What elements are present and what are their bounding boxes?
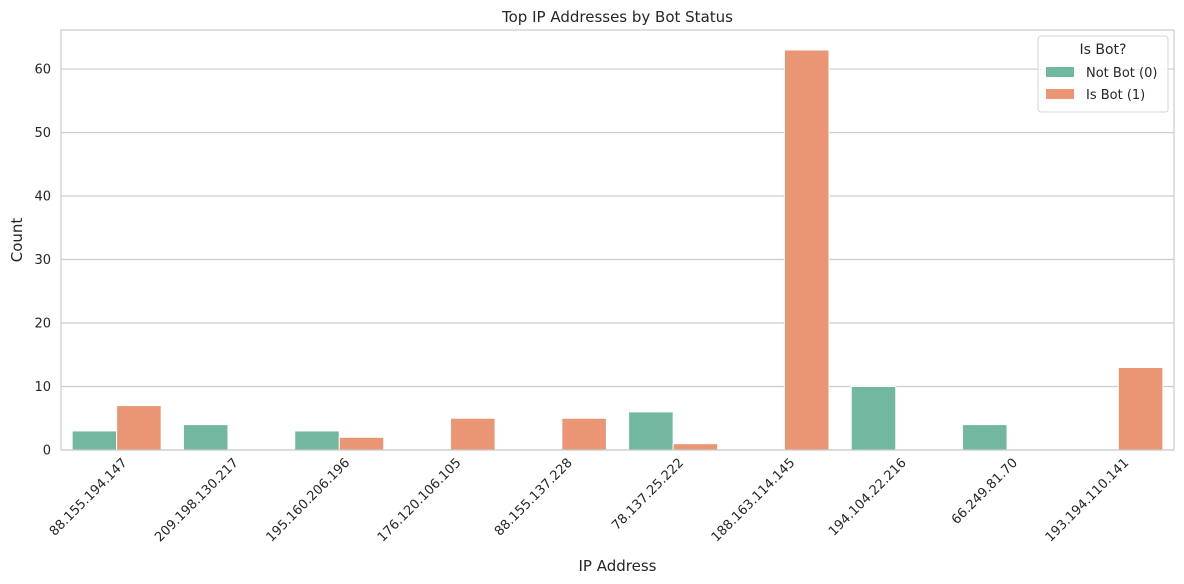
legend-swatch (1046, 89, 1074, 99)
x-tick-label: 78.137.25.222 (609, 456, 687, 534)
x-tick-label: 209.198.130.217 (152, 456, 242, 546)
y-axis-label: Count (8, 218, 26, 263)
bar (294, 430, 340, 451)
bar (71, 430, 118, 451)
bar (672, 443, 719, 451)
bar (561, 417, 607, 451)
bar (628, 411, 674, 451)
gridlines (61, 68, 1174, 451)
x-tick-label: 194.104.22.216 (826, 456, 910, 540)
plot-frame (60, 29, 1175, 451)
y-tick-label: 50 (34, 126, 51, 141)
x-axis-label: IP Address (579, 557, 657, 575)
bar (338, 436, 385, 451)
bar (850, 386, 897, 451)
bar (962, 424, 1008, 451)
legend: Is Bot? Not Bot (0) Is Bot (1) (1037, 35, 1169, 113)
legend-entry: Is Bot (1) (1086, 88, 1145, 103)
x-tick-label: 195.160.206.196 (264, 456, 354, 546)
legend-swatch (1046, 67, 1074, 77)
x-tick-label: 66.249.81.70 (949, 456, 1021, 528)
y-tick-label: 0 (43, 444, 51, 459)
x-tick-label: 88.155.137.228 (492, 456, 576, 540)
x-tick-label: 193.194.110.141 (1043, 456, 1133, 546)
bar (182, 424, 229, 451)
legend-title: Is Bot? (1080, 42, 1127, 58)
x-tick-label: 176.120.106.105 (375, 456, 465, 546)
y-tick-label: 30 (34, 253, 51, 268)
legend-items: Not Bot (0) Is Bot (1) (1046, 66, 1157, 103)
y-tick-label: 10 (34, 380, 51, 395)
bar (783, 49, 830, 451)
legend-entry: Not Bot (0) (1086, 66, 1157, 81)
x-tick-label: 188.163.114.145 (709, 456, 799, 546)
y-tick-label: 60 (34, 63, 51, 78)
y-tick-label: 20 (34, 317, 51, 332)
bar (450, 417, 496, 451)
x-axis-ticks: 88.155.194.147 209.198.130.217 195.160.206… (47, 456, 1132, 546)
x-tick-label: 88.155.194.147 (47, 456, 131, 540)
chart-title: Top IP Addresses by Bot Status (501, 8, 733, 26)
bar (1117, 366, 1164, 451)
bar (116, 405, 162, 451)
y-axis-ticks: 0 10 20 30 40 50 60 (34, 63, 51, 459)
y-tick-label: 40 (34, 190, 51, 205)
bars (71, 49, 1164, 451)
